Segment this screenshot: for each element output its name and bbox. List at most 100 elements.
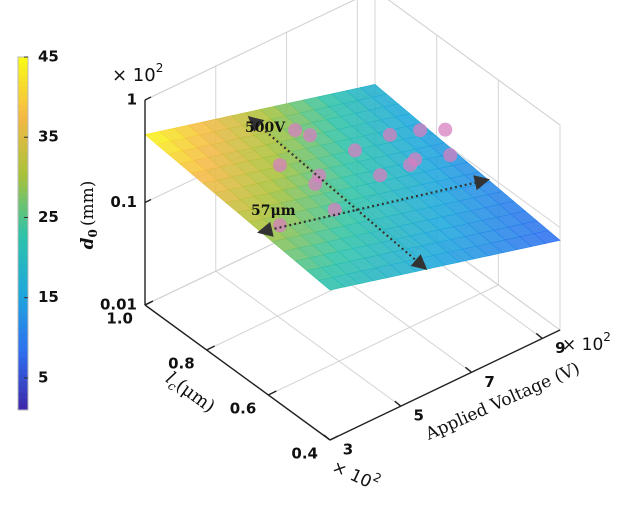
colorbar-cell (18, 309, 28, 317)
colorbar-cell (18, 68, 28, 76)
colorbar-cell (18, 80, 28, 87)
label-unit: (μm) (172, 375, 219, 417)
z-axis-label: d0 (mm) (78, 181, 100, 250)
label-base: d (78, 237, 98, 249)
tick (329, 435, 339, 441)
tick (394, 400, 402, 407)
grid-line (268, 284, 499, 396)
axes: 0.01 0.1 1 0.4 0.6 0.8 1.0 3 5 7 9 (100, 91, 566, 463)
multiplier-exp: 2 (371, 469, 384, 485)
colorbar-cell (18, 215, 28, 223)
label-unit: (mm) (78, 181, 98, 227)
point (413, 123, 428, 138)
colorbar-cell (18, 327, 28, 335)
colorbar-cell (18, 168, 28, 176)
colorbar-cell (18, 345, 28, 352)
grid-line (144, 0, 356, 101)
colorbar-cell (18, 315, 28, 323)
colorbar-tick-label: 15 (38, 288, 59, 306)
z-tick-label: 1 (127, 91, 137, 109)
point (347, 143, 362, 158)
z-tick-label: 0.1 (110, 193, 137, 211)
arrow (256, 175, 491, 237)
colorbar-cell (18, 274, 28, 282)
point (443, 148, 458, 163)
colorbar-cell (18, 86, 28, 93)
colorbar-cell (18, 62, 28, 70)
point (373, 168, 388, 183)
colorbar-cell (18, 386, 28, 393)
colorbar-cell (18, 368, 28, 376)
y-tick-label: 0.4 (291, 445, 318, 463)
colorbar-cell (18, 339, 28, 346)
colorbar-frame (17, 56, 29, 411)
multiplier-base: × 10 (562, 335, 603, 355)
point (408, 152, 423, 167)
colorbar-cell (18, 74, 28, 82)
point (272, 158, 287, 173)
colorbar-cell (18, 262, 28, 270)
colorbar-cell (18, 304, 28, 311)
colorbar-tick-label: 35 (38, 128, 59, 146)
colorbar-cell (18, 139, 28, 146)
colorbar-cell (18, 174, 28, 182)
tick (144, 300, 154, 306)
x-tick-label: 5 (414, 407, 424, 425)
colorbar-cell (18, 186, 28, 193)
colorbar-cell (18, 121, 28, 129)
colorbar-cell (18, 245, 28, 252)
colorbar-cell (18, 398, 28, 405)
label-sub: 0 (86, 229, 100, 237)
tick (206, 345, 215, 351)
colorbar-cell (18, 321, 28, 329)
tick (268, 390, 277, 396)
y-axis-label: lc(μm) (161, 368, 219, 419)
colorbar-cell (18, 157, 28, 164)
y-tick-label: 0.8 (168, 355, 195, 373)
colorbar-cell (18, 145, 28, 152)
tick (323, 434, 331, 441)
colorbar-cell (18, 280, 28, 287)
multiplier-base: × 10 (112, 65, 156, 86)
y-tick-label: 0.6 (230, 400, 257, 418)
point (302, 128, 317, 143)
colorbar-cell (18, 380, 28, 387)
y-multiplier: × 102 (329, 452, 384, 496)
grid-line (387, 0, 561, 126)
colorbar-cell (18, 204, 28, 211)
z-tick-label: 0.01 (100, 296, 137, 314)
x-axis (329, 329, 561, 441)
colorbar-cell (18, 109, 28, 117)
x-tick-label: 9 (555, 339, 565, 357)
colorbar-tick-label: 25 (38, 208, 59, 226)
colorbar-tick-label: 5 (38, 368, 48, 386)
tick (535, 332, 543, 339)
tick (144, 96, 152, 101)
colorbar-cell (18, 251, 28, 258)
surface-cell (533, 230, 561, 244)
colorbar-cell (18, 257, 28, 264)
point (438, 122, 453, 137)
colorbar-cell (18, 221, 28, 229)
colorbar-cell (18, 209, 28, 217)
colorbar-cell (18, 162, 28, 170)
colorbar-cell (18, 298, 28, 305)
annotation: 500V (245, 120, 286, 136)
colorbar-cell (18, 92, 28, 99)
colorbar-cell (18, 227, 28, 234)
tick (465, 366, 472, 373)
point (382, 127, 397, 142)
x-tick-label: 3 (343, 441, 353, 459)
x-multiplier: × 102 (562, 330, 611, 356)
colorbar-cell (18, 374, 28, 382)
colorbar-cell (18, 362, 28, 370)
colorbar-cell (18, 392, 28, 399)
x-tick-label: 7 (484, 373, 494, 391)
grid-line (215, 270, 402, 407)
point (288, 123, 303, 138)
colorbar-cell (18, 404, 28, 411)
colorbar-cell (18, 239, 28, 246)
colorbar-cell (18, 104, 28, 111)
multiplier-exp: 2 (603, 330, 611, 344)
colorbar-cell (18, 292, 28, 299)
